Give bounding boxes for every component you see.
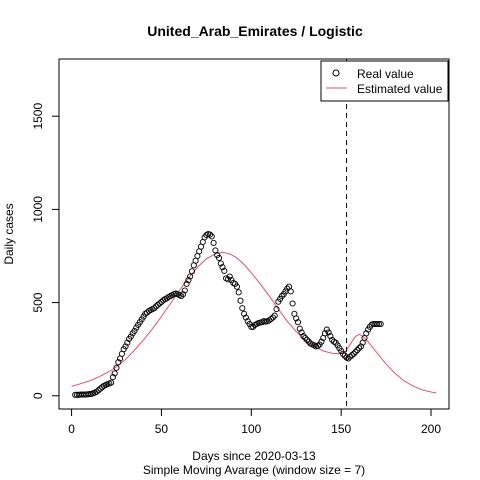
legend-estimated-label: Estimated value [357,82,443,96]
real-value-point [178,293,185,300]
real-value-point [95,387,102,394]
real-value-point [131,327,138,334]
real-value-point [93,388,100,395]
real-value-point [185,277,192,284]
real-value-point [303,336,311,343]
real-value-point [325,329,332,336]
real-value-point [363,330,370,337]
x-tick-label: 50 [155,422,169,436]
real-value-point [179,291,187,298]
plot-area-frame [58,58,450,410]
real-value-point [122,343,129,350]
real-value-point [226,273,233,280]
real-value-point [235,289,242,296]
real-value-point [345,355,352,362]
real-value-point [108,379,115,386]
real-value-point [241,310,248,317]
real-value-point [237,297,244,304]
legend: Real value Estimated value [320,60,449,102]
real-value-point [210,239,217,246]
real-value-point [327,333,334,340]
real-value-point [271,312,278,319]
real-value-point [339,350,347,357]
real-value-point [293,315,300,322]
real-value-point [181,287,188,294]
real-value-point [296,325,303,332]
real-value-point [374,320,381,328]
x-axis-subtitle: Simple Moving Avarage (window size = 7) [143,463,365,477]
real-value-point [273,306,280,313]
real-value-point [348,352,355,359]
real-value-point [124,339,131,346]
real-value-point [248,323,255,330]
real-value-point [287,288,294,295]
x-axis: 0 50 100 150 200 [68,408,441,436]
real-value-point [356,345,363,352]
y-tick-label: 500 [31,292,45,312]
real-value-point [183,280,190,287]
real-value-point [109,374,116,381]
real-value-point [187,273,194,280]
real-value-point [188,268,196,275]
real-value-point [298,329,305,336]
real-value-point [302,334,309,342]
real-value-point [127,333,134,340]
y-tick-label: 1000 [31,196,45,223]
real-value-point [377,320,384,328]
real-value-point [221,267,228,274]
real-value-point [113,364,120,371]
y-tick-label: 1500 [31,103,45,130]
real-value-point [217,260,224,267]
real-value-point [294,319,302,326]
x-tick-label: 100 [241,422,261,436]
real-value-point [314,342,321,349]
real-value-point [354,347,361,354]
x-tick-label: 0 [68,422,75,436]
y-tick-label: 0 [31,392,45,399]
real-value-point [233,283,240,290]
real-value-point [352,348,359,356]
real-value-point [350,350,357,357]
real-value-point [208,233,215,240]
real-value-point [289,300,296,307]
real-value-point [268,315,275,323]
real-value-point [151,305,158,312]
real-value-point [321,330,329,337]
estimated-value-line [71,251,437,394]
legend-real-label: Real value [357,67,414,81]
chart-title: United_Arab_Emirates / Logistic [147,23,363,39]
real-value-series [72,230,384,398]
real-value-point [219,264,226,271]
real-value-point [300,333,307,340]
real-value-point [206,231,214,238]
real-value-point [239,305,246,312]
real-value-point [242,314,249,321]
x-axis-label: Days since 2020-03-13 [192,449,316,463]
real-value-point [375,320,382,328]
legend-real-symbol [332,69,340,77]
real-value-point [215,254,223,261]
real-value-point [278,293,285,300]
real-value-point [115,359,122,366]
x-tick-label: 200 [421,422,441,436]
real-value-point [357,343,364,350]
x-tick-label: 150 [331,422,351,436]
y-axis-label: Daily cases [2,203,16,264]
y-axis: 0 500 1000 1500 [31,103,60,399]
real-value-point [318,338,325,345]
legend-box [320,60,449,102]
real-value-point [156,300,163,307]
real-value-point [111,370,118,377]
real-value-point [269,314,276,321]
